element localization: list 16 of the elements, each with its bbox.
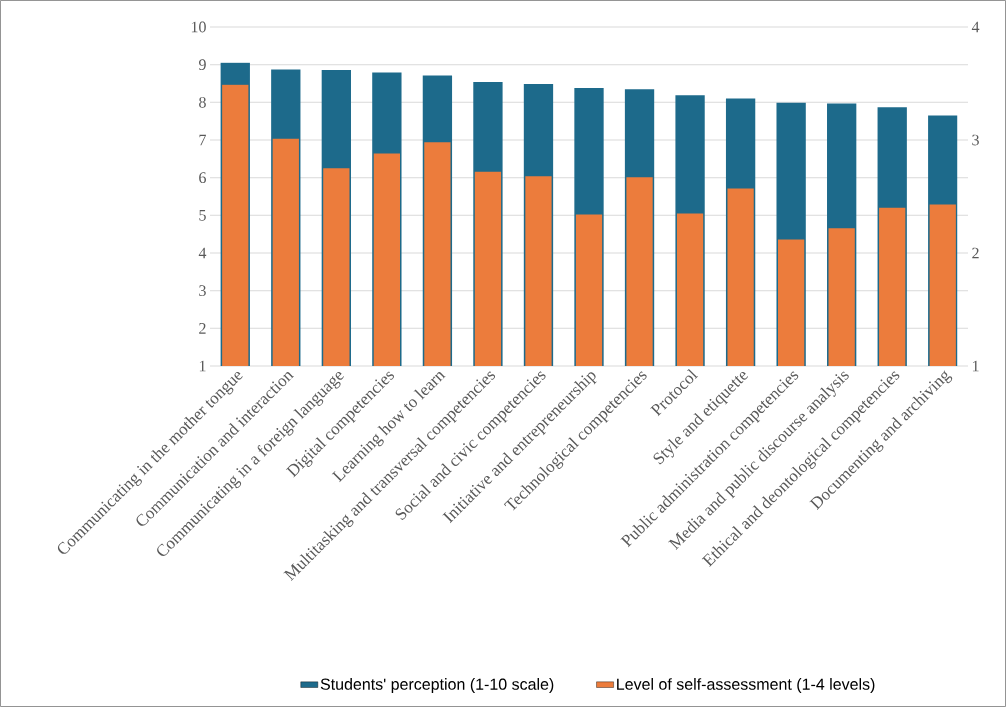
y-tick-label: 10 [191,21,206,33]
y2-tick-label: 3 [972,134,979,146]
y-tick-label: 8 [199,96,206,108]
legend-label: Level of self-assessment (1-4 levels) [617,678,875,694]
legend-label: Students' perception (1-10 scale) [320,678,554,694]
y-tick-label: 1 [199,360,206,372]
y-tick-label: 9 [198,59,206,71]
y-tick-label: 4 [198,247,207,259]
y-tick-label: 7 [199,134,207,146]
y-tick-label: 2 [199,323,206,334]
y-tick-label: 5 [199,210,206,221]
y-tick-label: 3 [199,285,206,297]
y2-tick-label: 2 [972,247,979,259]
y2-tick-label: 4 [971,21,980,33]
y2-tick-label: 1 [972,360,979,372]
y-tick-label: 6 [199,172,206,184]
